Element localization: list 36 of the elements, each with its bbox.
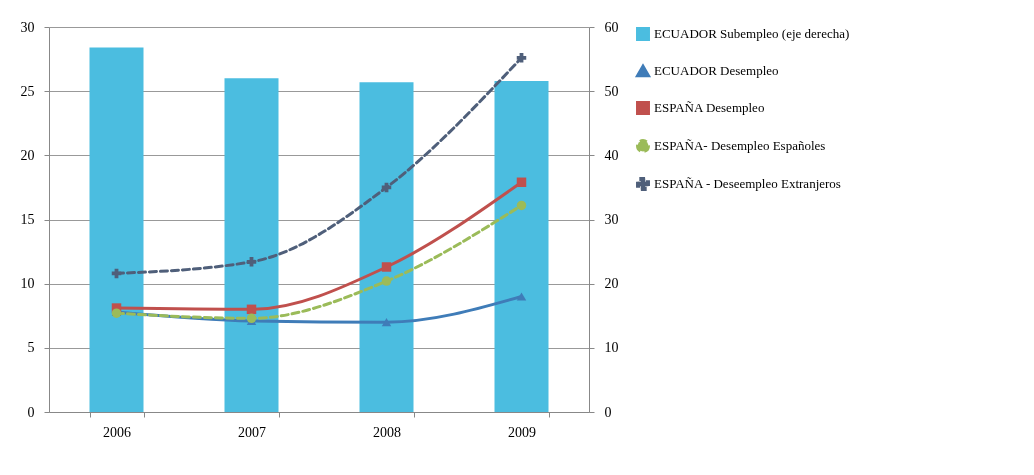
point [381,276,392,286]
y-tick-label: 5 [27,340,35,356]
legend-label: ESPAÑA Desempleo [654,100,765,115]
point [516,177,527,188]
x-tick-label: 2008 [373,424,401,440]
legend-label: ESPAÑA- Desempleo Españoles [654,138,826,153]
legend-label: ECUADOR Desempleo [654,63,779,78]
y2-tick-label: 0 [604,404,612,420]
y-tick-label: 10 [20,276,35,292]
point [381,318,392,327]
point [516,292,527,301]
bar [89,47,144,412]
y2-tick-label: 10 [604,340,619,356]
legend-label: ECUADOR Subempleo (eje derecha) [654,26,850,41]
y2-tick-label: 60 [604,19,619,35]
y2-tick-label: 30 [604,212,619,227]
legend-label: ESPAÑA - Deseempleo Extranjeros [654,176,841,191]
y2-tick-label: 40 [604,147,619,163]
point [381,262,392,272]
x-tick-label: 2007 [238,424,266,440]
y2-tick-label: 20 [604,276,619,292]
point [516,53,527,63]
y2-tick-label: 50 [604,83,619,99]
y-tick-label: 0 [27,404,35,420]
point [246,257,257,267]
y-tick-label: 25 [20,83,35,99]
point [516,200,527,211]
bar [224,78,279,412]
y-tick-label: 15 [20,212,35,227]
y-tick-label: 20 [20,147,35,163]
x-tick-label: 2006 [103,424,131,440]
bar [494,80,549,412]
y-tick-label: 30 [20,19,35,35]
point [246,304,257,315]
x-tick-label: 2009 [508,424,536,440]
bar [359,82,414,412]
